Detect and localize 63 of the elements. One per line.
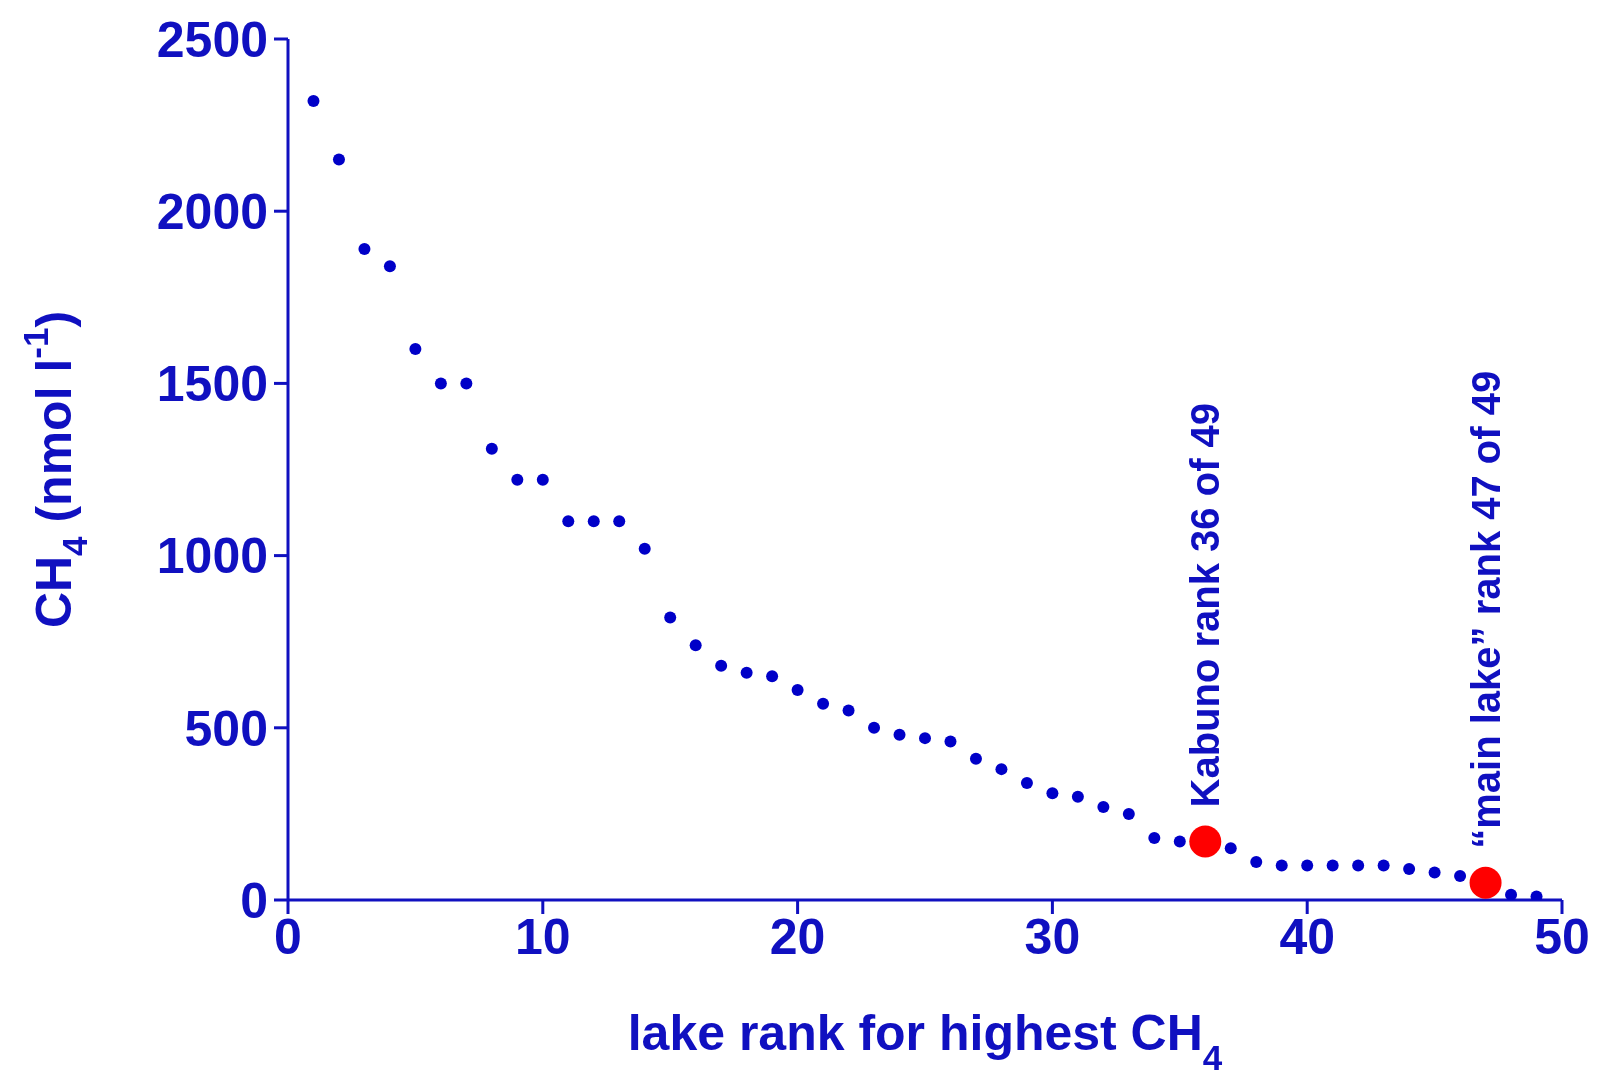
point: [1046, 787, 1059, 800]
y-tick-label: 2500: [156, 11, 268, 68]
point: [715, 659, 728, 672]
point: [1301, 859, 1314, 872]
point: [434, 377, 447, 390]
point: [740, 666, 753, 679]
point: [1071, 790, 1084, 803]
point: [307, 94, 320, 107]
point: [1428, 866, 1441, 879]
point: [1326, 859, 1339, 872]
point: [1224, 842, 1237, 855]
point: [638, 542, 651, 555]
point: [1097, 801, 1110, 814]
point: [944, 735, 957, 748]
point: [383, 260, 396, 273]
point: [1377, 859, 1390, 872]
y-tick-label: 1000: [156, 528, 268, 585]
point: [1454, 869, 1467, 882]
point: [689, 639, 702, 652]
point: [1122, 807, 1135, 820]
point: [511, 473, 524, 486]
x-axis-title: lake rank for highest CH$_{4}$: [627, 1005, 1223, 1077]
point: [485, 442, 498, 455]
point: [842, 704, 855, 717]
point: [1505, 888, 1518, 900]
point: [969, 752, 982, 765]
point: [1020, 776, 1033, 789]
point: [664, 611, 677, 624]
x-tick-label: 30: [1024, 908, 1081, 965]
annotation: Kabuno rank 36 of 49: [1183, 402, 1228, 808]
point: [1148, 832, 1161, 845]
point: [893, 728, 906, 741]
point: [460, 377, 473, 390]
point: [536, 473, 549, 486]
point: [332, 153, 345, 166]
point: [1173, 835, 1186, 848]
y-tick-label: 0: [240, 872, 268, 929]
point: [1250, 856, 1263, 869]
point: [1189, 825, 1222, 858]
point: [919, 732, 931, 745]
annotation: “main lake” rank 47 of 49: [1463, 370, 1508, 849]
point: [817, 697, 830, 710]
y-tick-label: 1500: [156, 356, 268, 413]
point: [1469, 866, 1502, 899]
point: [562, 515, 575, 528]
point: [358, 243, 371, 256]
point: [995, 763, 1008, 776]
x-tick-label: 50: [1534, 908, 1590, 965]
x-tick-label: 20: [769, 908, 826, 965]
point: [1403, 863, 1416, 875]
y-tick-label: 500: [184, 700, 268, 757]
point: [868, 721, 881, 734]
point: [1352, 859, 1365, 872]
point: [1530, 890, 1543, 900]
point: [613, 515, 626, 528]
y-tick-label: 2000: [156, 183, 268, 240]
x-tick-label: 40: [1279, 908, 1336, 965]
point: [791, 683, 804, 696]
point: [587, 515, 600, 528]
point: [766, 670, 779, 683]
x-tick-label: 10: [514, 908, 571, 965]
point: [1275, 859, 1288, 872]
point: [409, 342, 422, 355]
